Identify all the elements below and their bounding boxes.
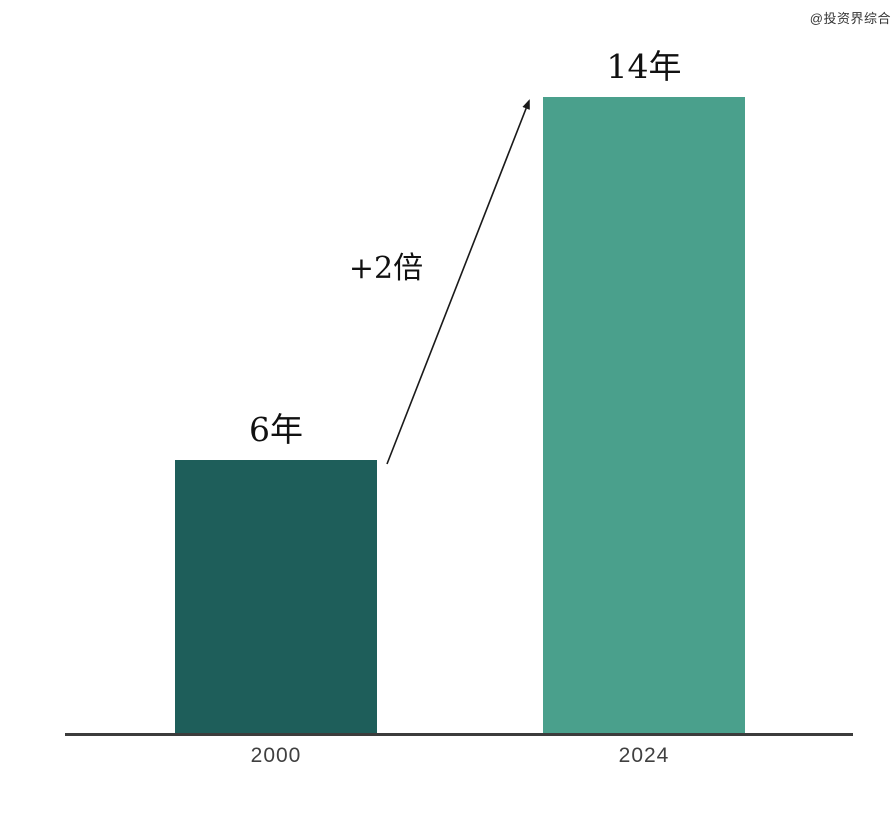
x-tick-2024: 2024 [618,744,670,767]
bar-value-label-2000: 6年 [249,410,303,449]
bar-2000 [175,460,377,733]
bar-value-label-2024: 14年 [606,47,682,86]
watermark: @投资界综合 [809,11,891,26]
growth-annotation: +2倍 [348,251,424,286]
x-axis-line [65,733,853,736]
x-tick-2000: 2000 [250,744,302,767]
bar-2024 [543,97,745,733]
